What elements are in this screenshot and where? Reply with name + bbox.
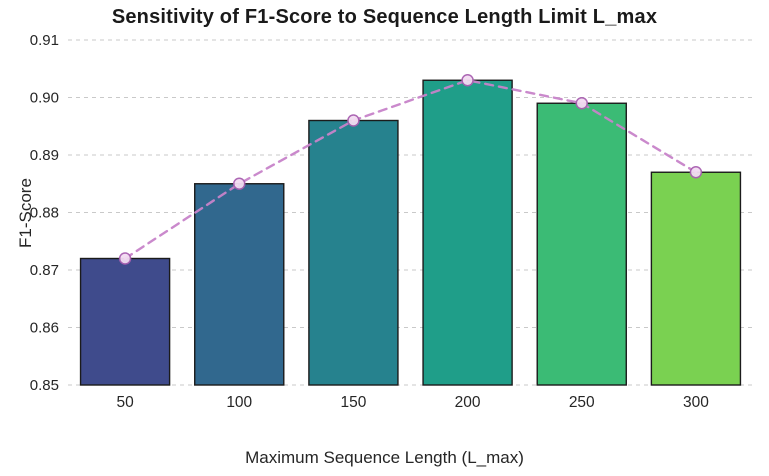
data-point-marker <box>118 252 132 265</box>
x-axis-label: Maximum Sequence Length (L_max) <box>245 448 524 467</box>
x-tick-label: 300 <box>683 394 709 411</box>
y-tick-label: 0.85 <box>30 377 59 394</box>
data-point-marker <box>461 74 474 87</box>
bar <box>536 102 627 386</box>
chart-title: Sensitivity of F1-Score to Sequence Leng… <box>111 6 658 28</box>
y-tick-label: 0.87 <box>30 262 59 279</box>
data-point-marker <box>233 177 246 190</box>
y-tick-label: 0.91 <box>30 32 59 49</box>
y-tick-label: 0.89 <box>30 147 59 164</box>
bar <box>79 257 171 386</box>
y-tick-label: 0.88 <box>30 205 59 222</box>
x-tick-label: 200 <box>455 394 481 411</box>
x-tick-label: 150 <box>340 394 366 411</box>
data-point-marker <box>575 97 588 110</box>
bar <box>650 171 742 386</box>
data-point-marker <box>689 166 703 179</box>
bar <box>422 79 513 386</box>
x-tick-label: 50 <box>116 394 134 411</box>
data-point-marker <box>347 114 360 127</box>
x-tick-label: 250 <box>569 394 595 411</box>
bar <box>194 183 285 386</box>
trend-line <box>123 79 698 260</box>
x-tick-label: 100 <box>226 394 252 411</box>
y-tick-label: 0.90 <box>30 90 59 107</box>
y-tick-label: 0.86 <box>30 320 59 337</box>
bar <box>308 119 399 386</box>
